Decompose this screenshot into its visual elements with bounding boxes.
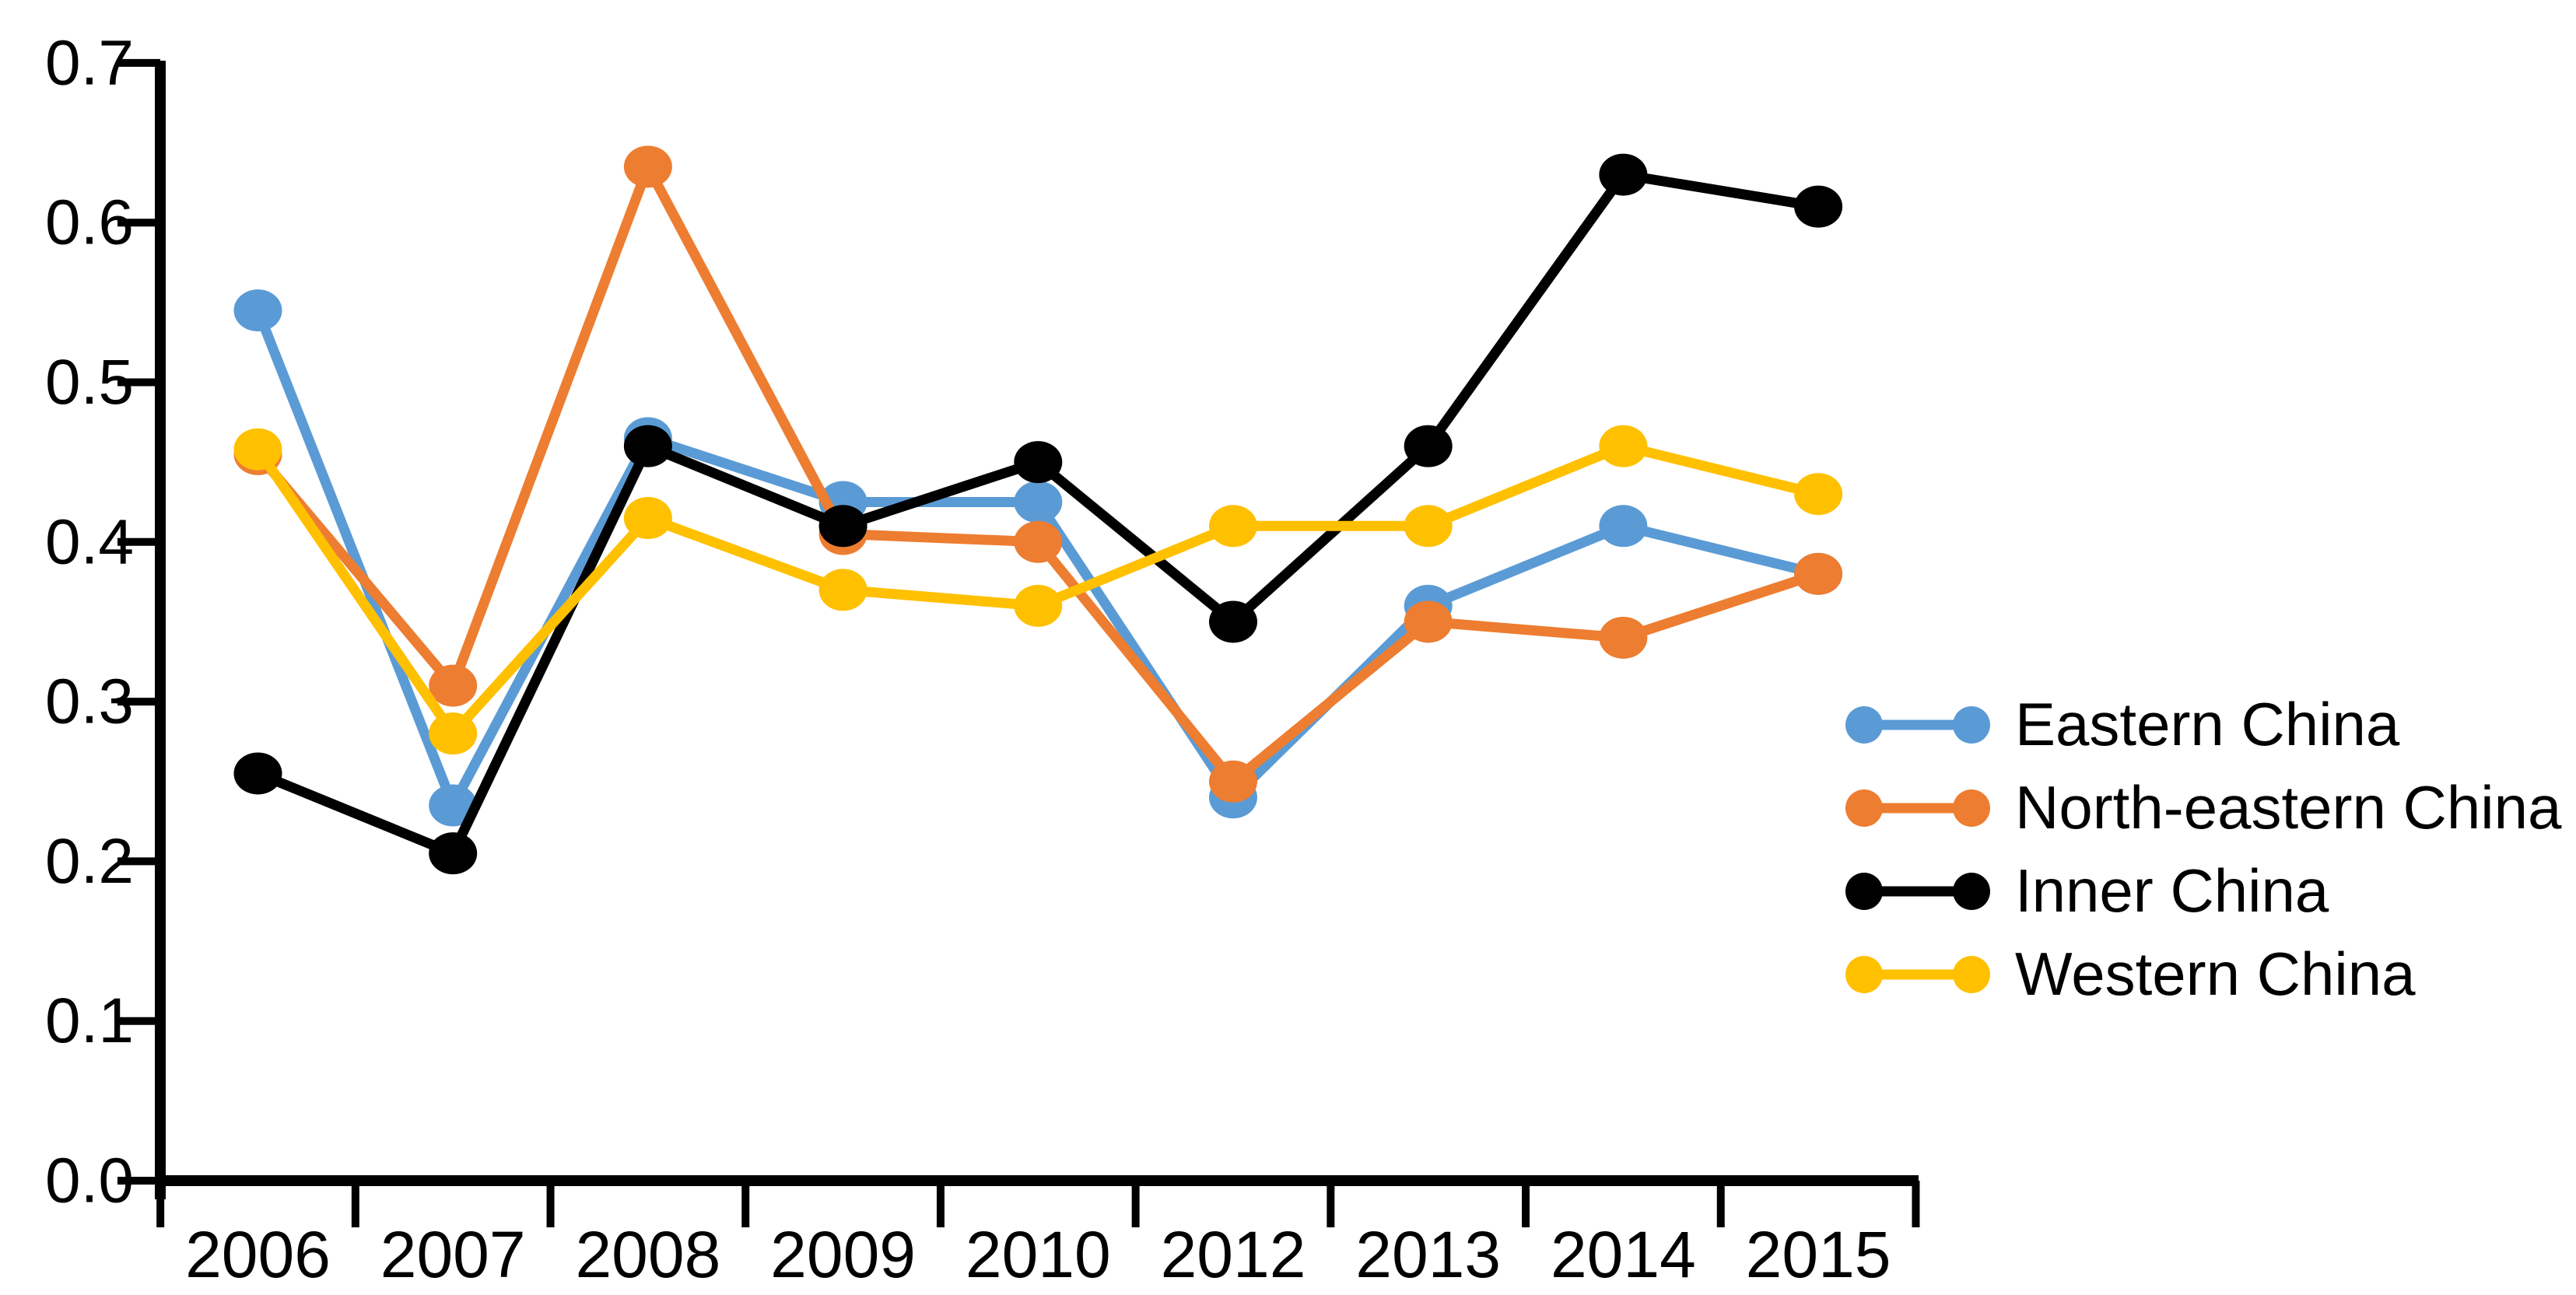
data-point bbox=[1794, 185, 1843, 228]
data-point bbox=[1404, 505, 1453, 548]
legend-entry-inner-china: Inner China bbox=[1842, 849, 2561, 933]
data-point bbox=[1599, 505, 1648, 548]
legend-entry-north-eastern-china: North-eastern China bbox=[1842, 766, 2561, 849]
legend-marker-western-china bbox=[1845, 955, 1990, 993]
legend-label: Inner China bbox=[2015, 856, 2329, 925]
y-tick-label: 0.2 bbox=[45, 826, 134, 897]
legend-dot bbox=[1953, 705, 1990, 744]
legend-dot bbox=[1953, 872, 1990, 910]
y-tick-label: 0.3 bbox=[45, 667, 134, 737]
data-point bbox=[1599, 153, 1648, 196]
legend-entry-western-china: Western China bbox=[1842, 933, 2561, 1016]
x-tick-label: 2008 bbox=[575, 1218, 720, 1291]
x-tick-label: 2015 bbox=[1746, 1218, 1891, 1291]
data-point bbox=[1599, 616, 1648, 659]
data-point bbox=[1599, 425, 1648, 467]
x-tick-label: 2006 bbox=[185, 1218, 331, 1291]
legend-marker-eastern-china bbox=[1845, 705, 1990, 744]
y-tick-label: 0.5 bbox=[45, 347, 134, 418]
x-tick-label: 2014 bbox=[1551, 1218, 1696, 1291]
legend-marker-inner-china bbox=[1845, 872, 1990, 910]
data-point bbox=[1014, 481, 1063, 523]
legend-dot bbox=[1953, 789, 1990, 827]
x-axis: 2006 2007 2008 2009 2010 2012 2013 2014 2015 bbox=[155, 1175, 1920, 1291]
data-point bbox=[623, 145, 672, 188]
legend-entry-eastern-china: Eastern China bbox=[1842, 683, 2561, 766]
data-point bbox=[233, 289, 282, 332]
legend-label: North-eastern China bbox=[2015, 773, 2562, 842]
x-tick-label: 2013 bbox=[1355, 1218, 1501, 1291]
data-point bbox=[1794, 552, 1843, 595]
data-point bbox=[233, 428, 282, 471]
data-point bbox=[429, 832, 478, 875]
data-point bbox=[1794, 473, 1843, 516]
data-point bbox=[1209, 505, 1257, 548]
y-tick-label: 0.7 bbox=[45, 27, 134, 98]
data-point bbox=[429, 712, 478, 755]
data-point bbox=[1404, 600, 1453, 643]
data-point bbox=[1404, 425, 1453, 467]
series-western-china bbox=[233, 425, 1843, 755]
x-tick-label: 2009 bbox=[770, 1218, 916, 1291]
legend-marker-north-eastern-china bbox=[1845, 789, 1990, 827]
x-tick-label: 2010 bbox=[966, 1218, 1111, 1291]
data-point bbox=[1014, 584, 1063, 627]
data-point bbox=[1014, 441, 1063, 484]
data-point bbox=[429, 784, 478, 827]
data-point bbox=[429, 664, 478, 707]
data-point bbox=[623, 425, 672, 467]
legend-label: Western China bbox=[2015, 940, 2416, 1008]
data-point bbox=[1209, 600, 1257, 643]
data-point bbox=[818, 569, 867, 611]
x-tick-label: 2012 bbox=[1161, 1218, 1306, 1291]
data-point bbox=[233, 752, 282, 795]
y-tick-label: 0.6 bbox=[45, 187, 134, 258]
y-tick-label: 0.1 bbox=[45, 985, 134, 1056]
legend-dot bbox=[1845, 789, 1883, 827]
series-inner-china bbox=[233, 153, 1843, 875]
data-point bbox=[623, 497, 672, 540]
legend-dot bbox=[1845, 705, 1883, 744]
data-point bbox=[1014, 520, 1063, 563]
legend-label: Eastern China bbox=[2015, 690, 2400, 758]
legend-dot bbox=[1845, 872, 1883, 910]
data-point bbox=[818, 505, 867, 548]
x-tick-label: 2007 bbox=[380, 1218, 526, 1291]
y-tick-label: 0.0 bbox=[45, 1146, 134, 1216]
y-axis: 0.0 0.1 0.2 0.3 0.4 0.5 0.6 0.7 bbox=[45, 27, 166, 1216]
legend-dot bbox=[1845, 955, 1883, 993]
y-tick-label: 0.4 bbox=[45, 506, 134, 577]
legend: Eastern China North-eastern China Inner … bbox=[1842, 683, 2561, 1016]
legend-dot bbox=[1953, 955, 1990, 993]
data-point bbox=[1209, 760, 1257, 803]
